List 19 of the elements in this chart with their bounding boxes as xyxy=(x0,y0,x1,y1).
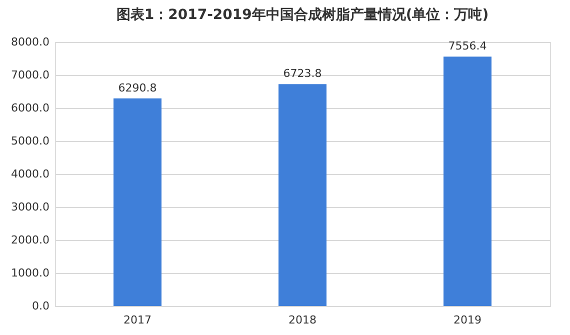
bar xyxy=(114,98,162,306)
y-tick-label: 4000.0 xyxy=(11,168,50,180)
y-tick-label: 2000.0 xyxy=(11,234,50,246)
bar xyxy=(278,84,326,306)
y-tick-label: 7000.0 xyxy=(11,68,50,82)
data-label: 6290.8 xyxy=(118,81,157,94)
y-tick-label: 6000.0 xyxy=(11,102,50,114)
y-tick-label: 5000.0 xyxy=(11,134,50,148)
x-tick-label: 2017 xyxy=(124,314,152,326)
bar xyxy=(444,56,492,306)
y-tick-label: 3000.0 xyxy=(11,200,50,214)
y-tick-label: 0.0 xyxy=(32,300,50,312)
data-label: 7556.4 xyxy=(448,40,487,53)
y-tick-label: 1000.0 xyxy=(11,266,50,280)
x-tick-label: 2018 xyxy=(288,314,316,326)
chart-title: 图表1：2017-2019年中国合成树脂产量情况(单位：万吨) xyxy=(116,6,489,23)
x-tick-label: 2019 xyxy=(454,314,482,326)
y-tick-label: 8000.0 xyxy=(11,36,50,48)
data-label: 6723.8 xyxy=(283,67,322,80)
